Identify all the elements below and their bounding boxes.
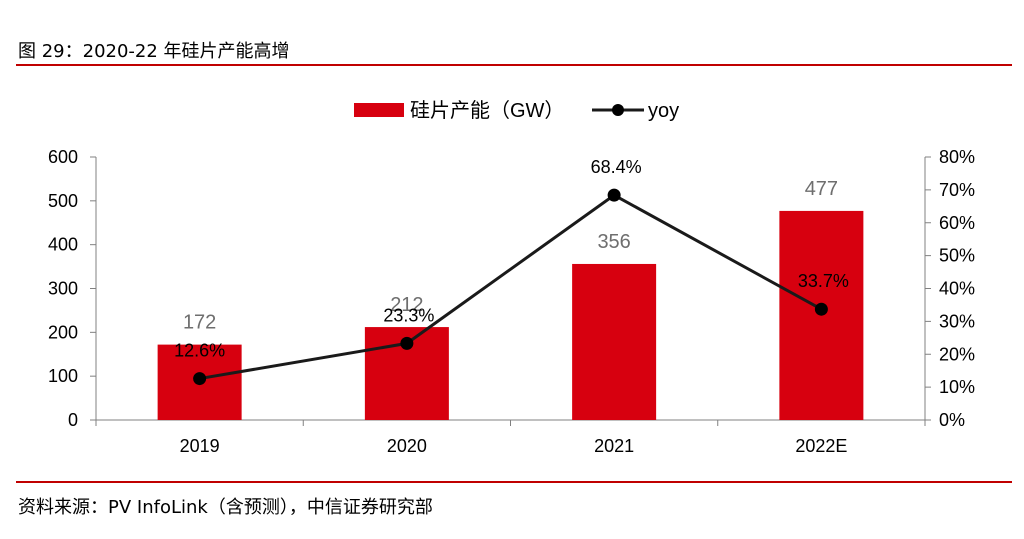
bar [572, 263, 657, 420]
x-tick-label: 2022E [795, 436, 847, 456]
yoy-point [400, 336, 414, 350]
right-tick-label: 10% [939, 377, 975, 397]
bar-value-label: 356 [597, 231, 630, 253]
yoy-line [193, 188, 828, 386]
legend-bar-swatch [354, 103, 404, 117]
legend-line-marker [612, 104, 624, 116]
right-tick-label: 80% [939, 147, 975, 167]
left-tick-label: 100 [48, 366, 78, 386]
yoy-value-label: 12.6% [174, 341, 225, 361]
x-tick-label: 2019 [180, 436, 220, 456]
yoy-value-label: 23.3% [383, 305, 434, 325]
right-tick-label: 30% [939, 311, 975, 331]
right-tick-label: 70% [939, 180, 975, 200]
left-tick-label: 500 [48, 191, 78, 211]
x-tick-label: 2021 [594, 436, 634, 456]
yoy-point [607, 188, 621, 202]
bar-value-label: 477 [805, 178, 838, 200]
yoy-value-label: 33.7% [798, 271, 849, 291]
right-tick-label: 50% [939, 246, 975, 266]
data-labels: 172 212 356 477 12.6% 23.3% 68.4% 33.7% [174, 157, 849, 360]
bars [157, 210, 864, 420]
source-note: 资料来源：PV InfoLink（含预测），中信证券研究部 [18, 497, 433, 518]
legend-bar-label: 硅片产能（GW） [410, 99, 564, 122]
yoy-value-label: 68.4% [591, 157, 642, 177]
left-tick-label: 300 [48, 279, 78, 299]
figure-title: 图 29：2020-22 年硅片产能高增 [18, 41, 290, 62]
right-tick-label: 0% [939, 410, 965, 430]
right-tick-label: 60% [939, 213, 975, 233]
left-tick-label: 400 [48, 235, 78, 255]
yoy-line-path [199, 193, 823, 381]
left-tick-label: 600 [48, 147, 78, 167]
legend-line-label: yoy [648, 100, 679, 122]
axes: 0 100 200 300 400 500 600 0% 10% 20% 30% 40% 50% 60% 7… [48, 147, 975, 456]
legend: 硅片产能（GW） yoy [354, 99, 679, 122]
bar-value-label: 212 [390, 294, 423, 316]
bar-value-label: 172 [183, 312, 216, 334]
footer-divider [16, 481, 1012, 483]
chart: 0 100 200 300 400 500 600 0% 10% 20% 30% 40% 50% 60% 7… [48, 99, 975, 456]
right-tick-label: 40% [939, 279, 975, 299]
yoy-point [193, 372, 207, 386]
right-tick-label: 20% [939, 344, 975, 364]
yoy-point [814, 302, 828, 316]
left-tick-label: 0 [68, 410, 78, 430]
x-tick-label: 2020 [387, 436, 427, 456]
left-tick-label: 200 [48, 322, 78, 342]
title-divider [16, 64, 1012, 66]
